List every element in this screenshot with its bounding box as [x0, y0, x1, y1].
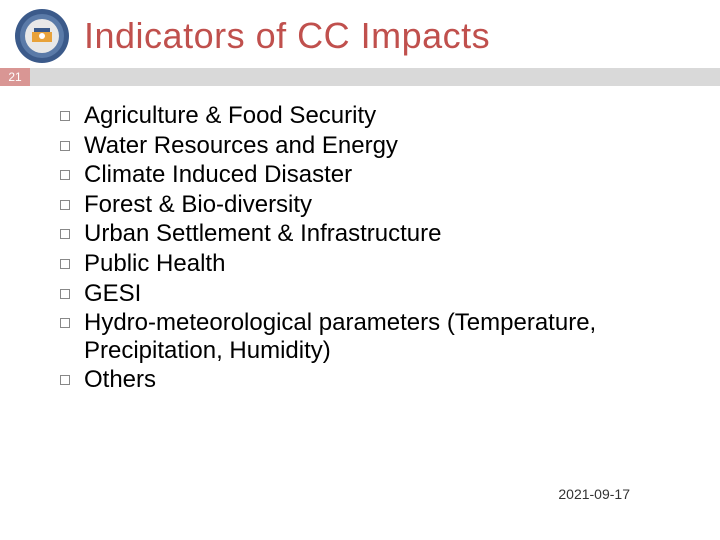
square-bullet-icon — [60, 111, 70, 121]
list-item-text: Hydro-meteorological parameters (Tempera… — [84, 309, 690, 364]
list-item-text: GESI — [84, 280, 141, 308]
list-item-text: Climate Induced Disaster — [84, 161, 352, 189]
square-bullet-icon — [60, 375, 70, 385]
list-item: Agriculture & Food Security — [60, 102, 690, 130]
page-number: 21 — [0, 68, 30, 86]
list-item: Forest & Bio-diversity — [60, 191, 690, 219]
list-item: Urban Settlement & Infrastructure — [60, 220, 690, 248]
square-bullet-icon — [60, 259, 70, 269]
content-area: Agriculture & Food Security Water Resour… — [0, 86, 720, 394]
square-bullet-icon — [60, 141, 70, 151]
list-item-text: Water Resources and Energy — [84, 132, 398, 160]
square-bullet-icon — [60, 170, 70, 180]
bullet-list: Agriculture & Food Security Water Resour… — [60, 102, 690, 394]
stripe-bar — [30, 68, 720, 86]
list-item: Public Health — [60, 250, 690, 278]
list-item: Water Resources and Energy — [60, 132, 690, 160]
square-bullet-icon — [60, 318, 70, 328]
square-bullet-icon — [60, 200, 70, 210]
list-item-text: Urban Settlement & Infrastructure — [84, 220, 442, 248]
list-item-text: Public Health — [84, 250, 225, 278]
list-item: Others — [60, 366, 690, 394]
list-item-text: Forest & Bio-diversity — [84, 191, 312, 219]
list-item: Hydro-meteorological parameters (Tempera… — [60, 309, 690, 364]
slide-title: Indicators of CC Impacts — [84, 15, 490, 57]
list-item-text: Agriculture & Food Security — [84, 102, 376, 130]
divider-stripe: 21 — [0, 68, 720, 86]
list-item: Climate Induced Disaster — [60, 161, 690, 189]
square-bullet-icon — [60, 229, 70, 239]
organization-logo — [14, 8, 70, 64]
list-item: GESI — [60, 280, 690, 308]
slide-date: 2021-09-17 — [558, 486, 630, 502]
square-bullet-icon — [60, 289, 70, 299]
title-row: Indicators of CC Impacts — [0, 0, 720, 68]
list-item-text: Others — [84, 366, 156, 394]
